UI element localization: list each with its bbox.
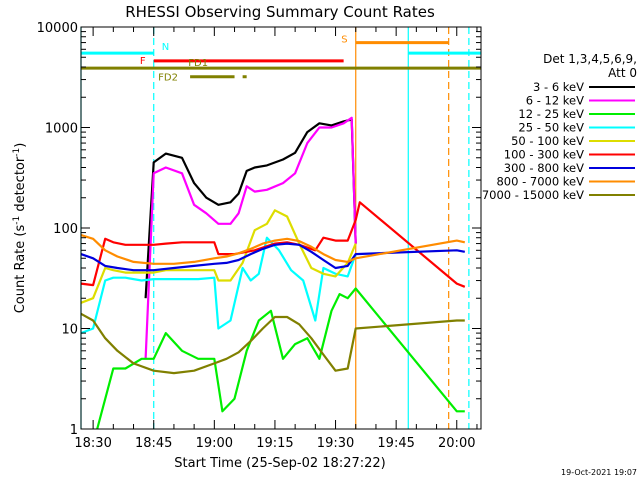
flag-label-n: N	[162, 42, 169, 53]
footer-date: 19-Oct-2021 19:07	[561, 468, 637, 477]
y-axis-label: Count Rate (s-1 detector-1)	[12, 143, 28, 314]
y-axis: 1 10 100 1000 10000	[37, 21, 481, 438]
flag-label-s: S	[341, 35, 347, 46]
x-tick-label: 19:15	[256, 436, 293, 451]
x-tick-label: 19:30	[317, 436, 354, 451]
legend-label-5: 100 - 300 keV	[504, 148, 584, 162]
x-axis: 18:30 18:45 19:00 19:15 19:30 19:45 20:00	[74, 27, 478, 451]
y-tick-label: 100	[53, 222, 78, 237]
series-line-0	[144, 118, 357, 299]
y-tick-label: 10000	[37, 21, 78, 36]
series-line-3	[80, 236, 357, 335]
flag-label-fd1: FD1	[188, 58, 208, 69]
legend-label-4: 50 - 100 keV	[511, 134, 584, 148]
plot-area: N S F FD1 FD2	[80, 27, 481, 430]
legend-header-1: Det 1,3,4,5,6,9,	[543, 52, 637, 66]
chart-title: RHESSI Observing Summary Count Rates	[125, 3, 435, 21]
series-line-4	[80, 209, 357, 304]
x-tick-label: 20:00	[438, 436, 475, 451]
legend-header-2: Att 0	[608, 66, 637, 80]
legend-label-3: 25 - 50 keV	[518, 121, 584, 135]
x-tick-label: 19:45	[377, 436, 414, 451]
legend-label-1: 6 - 12 keV	[526, 94, 584, 108]
legend-label-6: 300 - 800 keV	[504, 161, 584, 175]
series-line-8	[80, 312, 465, 375]
series-line-1	[144, 116, 357, 359]
x-tick-label: 18:30	[74, 436, 111, 451]
y-tick-label: 10	[61, 323, 78, 338]
series-line-2	[96, 287, 465, 430]
series-line-7	[80, 234, 466, 265]
legend-label-7: 800 - 7000 keV	[496, 175, 584, 189]
legend-label-0: 3 - 6 keV	[533, 80, 584, 94]
flag-label-f: F	[140, 56, 146, 67]
legend-label-8: 7000 - 15000 keV	[482, 188, 584, 202]
x-tick-label: 19:00	[196, 436, 233, 451]
flag-label-fd2: FD2	[158, 73, 178, 84]
series-line-6	[80, 242, 466, 272]
y-tick-label: 1000	[45, 122, 78, 137]
x-axis-label: Start Time (25-Sep-02 18:27:22)	[174, 456, 385, 471]
y-tick-label: 1	[70, 423, 78, 438]
legend-label-2: 12 - 25 keV	[518, 107, 584, 121]
x-tick-label: 18:45	[135, 436, 172, 451]
